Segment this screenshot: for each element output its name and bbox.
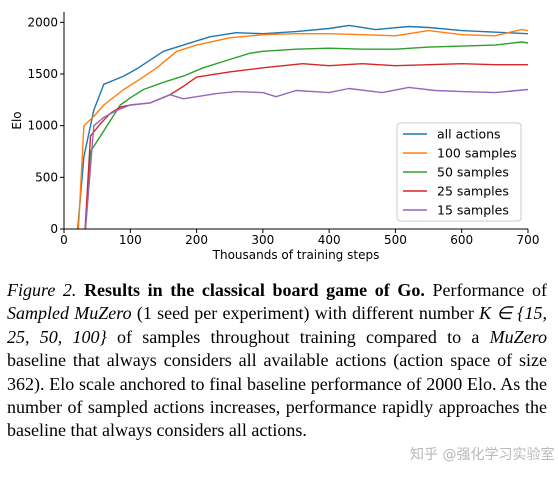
series-group	[76, 24, 528, 229]
x-tick-label: 200	[185, 233, 208, 247]
y-tick-label: 1000	[27, 119, 58, 133]
legend-label: 15 samples	[437, 203, 509, 218]
y-tick-label: 500	[35, 170, 58, 184]
caption-text-3: of samples throughout training compared …	[106, 326, 490, 347]
y-tick-label: 0	[50, 222, 58, 236]
x-tick-label: 600	[450, 233, 473, 247]
legend-label: all actions	[437, 127, 501, 142]
caption-math: K ∈ {15, 25, 50, 100}	[7, 303, 548, 347]
x-tick-label: 500	[384, 233, 407, 247]
y-axis-label: Elo	[10, 111, 24, 129]
legend-box	[396, 122, 522, 222]
x-tick-label: 0	[60, 233, 68, 247]
x-tick-label: 400	[318, 233, 341, 247]
caption-title: Results in the classical board game of G…	[84, 280, 425, 300]
caption-method: Sampled MuZero	[7, 303, 132, 324]
x-axis-label: Thousands of training steps	[212, 248, 380, 262]
figure: 0 100 200 300 400 500 600 700 0 500 1000 1500 2000 Th…	[10, 12, 540, 262]
caption-baseline: MuZero	[489, 326, 548, 347]
watermark: 知乎 @强化学习实验室	[408, 444, 557, 464]
series-line-all-actions	[76, 24, 528, 229]
elo-line-chart: 0 100 200 300 400 500 600 700 0 500 1000 1500 2000 Th…	[10, 12, 540, 262]
legend-label: 50 samples	[437, 165, 509, 180]
x-tick-label: 300	[251, 233, 274, 247]
caption-text-4: baseline that always considers all avail…	[7, 350, 547, 441]
figure-caption: Figure 2. Results in the classical board…	[7, 279, 547, 443]
series-line-100-samples	[77, 28, 528, 229]
x-tick-label: 700	[517, 233, 540, 247]
caption-label: Figure 2.	[7, 280, 77, 300]
legend: all actions 100 samples 50 samples 25 sampl…	[396, 122, 522, 222]
series-line-15-samples	[84, 86, 528, 229]
caption-text-1: Performance of	[432, 280, 548, 300]
legend-label: 100 samples	[437, 146, 517, 161]
x-tick-label: 100	[119, 233, 142, 247]
y-tick-label: 2000	[27, 15, 58, 29]
series-line-50-samples	[84, 41, 528, 229]
legend-label: 25 samples	[437, 184, 509, 199]
y-tick-label: 1500	[27, 67, 58, 81]
caption-text-2: (1 seed per experiment) with different n…	[131, 303, 480, 324]
